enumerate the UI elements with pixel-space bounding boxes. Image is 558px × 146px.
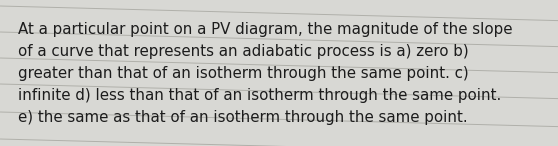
Text: of a curve that represents an adiabatic process is a) zero b): of a curve that represents an adiabatic … — [18, 44, 469, 59]
Text: greater than that of an isotherm through the same point. c): greater than that of an isotherm through… — [18, 66, 469, 81]
Text: e) the same as that of an isotherm through the same point.: e) the same as that of an isotherm throu… — [18, 110, 468, 125]
Text: At a particular point on a PV diagram, the magnitude of the slope: At a particular point on a PV diagram, t… — [18, 22, 512, 37]
Text: infinite d) less than that of an isotherm through the same point.: infinite d) less than that of an isother… — [18, 88, 501, 103]
